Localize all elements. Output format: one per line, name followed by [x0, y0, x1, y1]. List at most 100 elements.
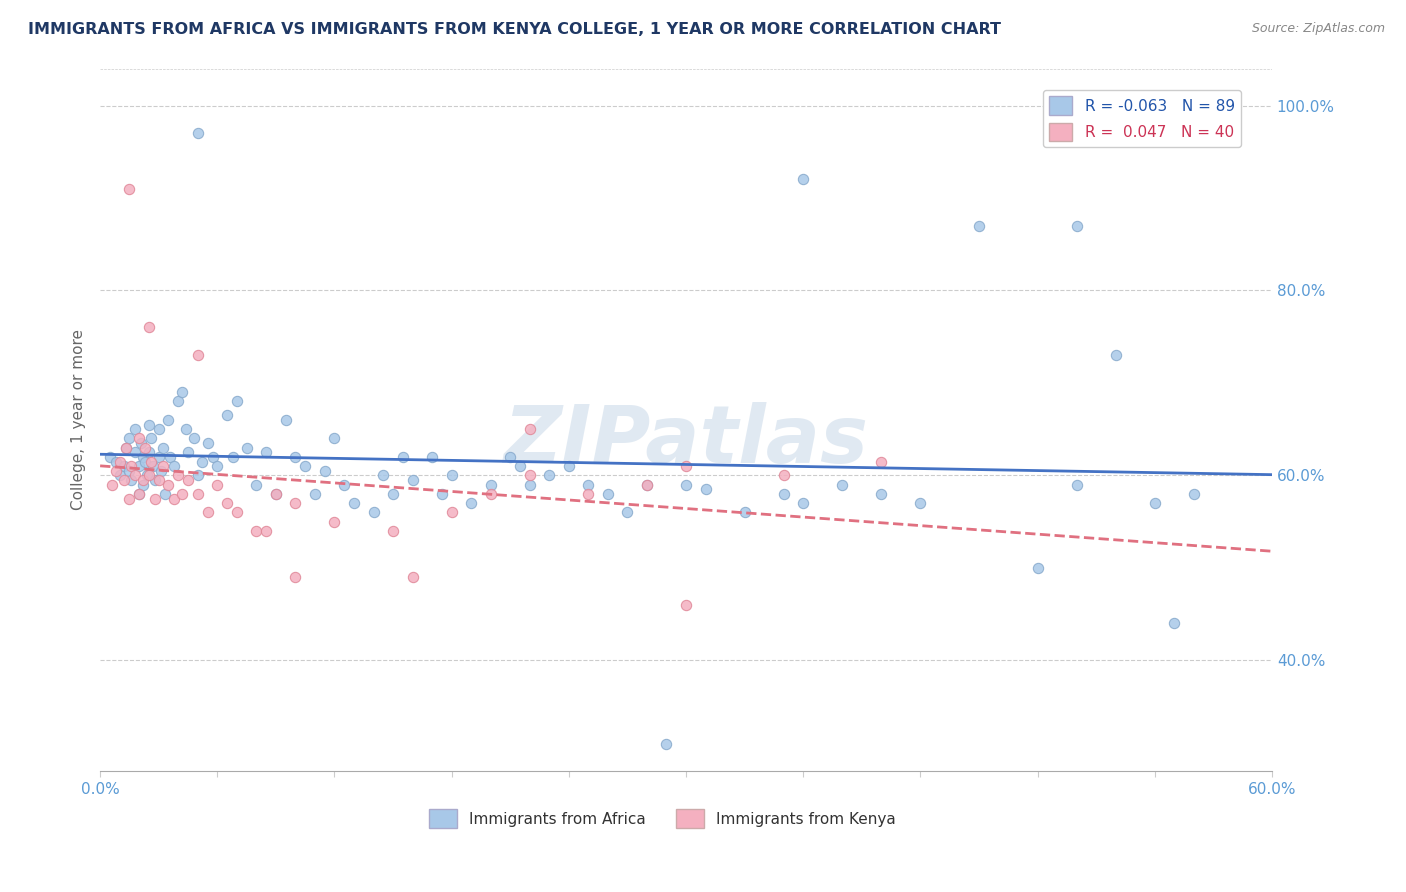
Point [254, 445, 277, 459]
Point [460, 496, 482, 510]
Point [207, 459, 229, 474]
Point [132, 477, 155, 491]
Point [772, 468, 794, 483]
Point [118, 432, 141, 446]
Point [114, 441, 136, 455]
Point [138, 445, 160, 459]
Point [655, 737, 678, 751]
Point [120, 473, 142, 487]
Point [430, 487, 453, 501]
Text: Source: ZipAtlas.com: Source: ZipAtlas.com [1251, 22, 1385, 36]
Point [118, 491, 141, 506]
Point [1026, 561, 1049, 575]
Point [343, 496, 366, 510]
Point [870, 487, 893, 501]
Point [382, 524, 405, 538]
Point [235, 441, 257, 455]
Point [792, 172, 814, 186]
Point [197, 436, 219, 450]
Point [132, 450, 155, 464]
Point [499, 450, 522, 464]
Point [1105, 348, 1128, 362]
Point [217, 496, 239, 510]
Point [187, 487, 209, 501]
Point [323, 432, 346, 446]
Point [264, 487, 287, 501]
Point [138, 320, 160, 334]
Point [207, 477, 229, 491]
Point [420, 450, 443, 464]
Point [167, 394, 190, 409]
Point [792, 496, 814, 510]
Point [519, 468, 541, 483]
Point [284, 496, 307, 510]
Point [202, 450, 225, 464]
Point [118, 464, 141, 478]
Point [143, 491, 166, 506]
Point [98, 450, 121, 464]
Point [509, 459, 531, 474]
Point [910, 496, 932, 510]
Point [274, 413, 297, 427]
Point [831, 477, 853, 491]
Point [104, 464, 127, 478]
Point [314, 464, 336, 478]
Point [172, 385, 194, 400]
Point [139, 432, 162, 446]
Point [197, 505, 219, 519]
Point [558, 459, 581, 474]
Point [363, 505, 385, 519]
Point [304, 487, 326, 501]
Point [479, 477, 502, 491]
Point [217, 409, 239, 423]
Point [401, 473, 423, 487]
Point [172, 487, 194, 501]
Point [284, 450, 307, 464]
Point [152, 459, 174, 474]
Point [576, 477, 599, 491]
Point [136, 468, 159, 483]
Point [333, 477, 356, 491]
Point [254, 524, 277, 538]
Point [177, 473, 200, 487]
Point [148, 450, 170, 464]
Point [128, 459, 150, 474]
Point [112, 473, 135, 487]
Point [118, 182, 141, 196]
Point [225, 505, 247, 519]
Point [120, 459, 142, 474]
Point [695, 483, 717, 497]
Y-axis label: College, 1 year or more: College, 1 year or more [72, 329, 86, 510]
Point [264, 487, 287, 501]
Point [440, 468, 463, 483]
Point [190, 454, 212, 468]
Point [142, 459, 165, 474]
Point [576, 487, 599, 501]
Point [1163, 616, 1185, 631]
Point [139, 454, 162, 468]
Text: ZIPatlas: ZIPatlas [503, 402, 869, 480]
Point [128, 487, 150, 501]
Point [1143, 496, 1166, 510]
Point [225, 394, 247, 409]
Point [222, 450, 245, 464]
Point [187, 126, 209, 140]
Point [870, 454, 893, 468]
Point [157, 413, 180, 427]
Point [134, 441, 156, 455]
Point [148, 422, 170, 436]
Point [392, 450, 415, 464]
Point [101, 477, 124, 491]
Point [167, 468, 190, 483]
Point [163, 491, 186, 506]
Point [129, 436, 152, 450]
Point [538, 468, 561, 483]
Point [177, 445, 200, 459]
Point [128, 487, 150, 501]
Point [124, 445, 146, 459]
Point [675, 477, 697, 491]
Point [675, 459, 697, 474]
Point [284, 570, 307, 584]
Point [132, 473, 155, 487]
Point [323, 515, 346, 529]
